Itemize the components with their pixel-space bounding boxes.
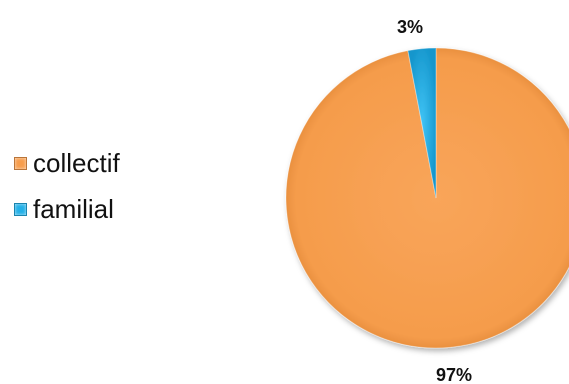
pie-slice-familial xyxy=(407,47,437,199)
legend-swatch-familial xyxy=(14,202,27,216)
legend: collectif familial xyxy=(14,150,120,222)
legend-item-familial: familial xyxy=(14,196,120,222)
data-label-collectif: 97% xyxy=(436,365,472,384)
legend-label-familial: familial xyxy=(33,194,114,224)
legend-swatch-collectif xyxy=(14,156,27,170)
legend-label-collectif: collectif xyxy=(33,148,120,178)
legend-item-collectif: collectif xyxy=(14,150,120,176)
pie-slice-collectif xyxy=(285,47,569,349)
data-label-familial: 3% xyxy=(397,17,423,37)
